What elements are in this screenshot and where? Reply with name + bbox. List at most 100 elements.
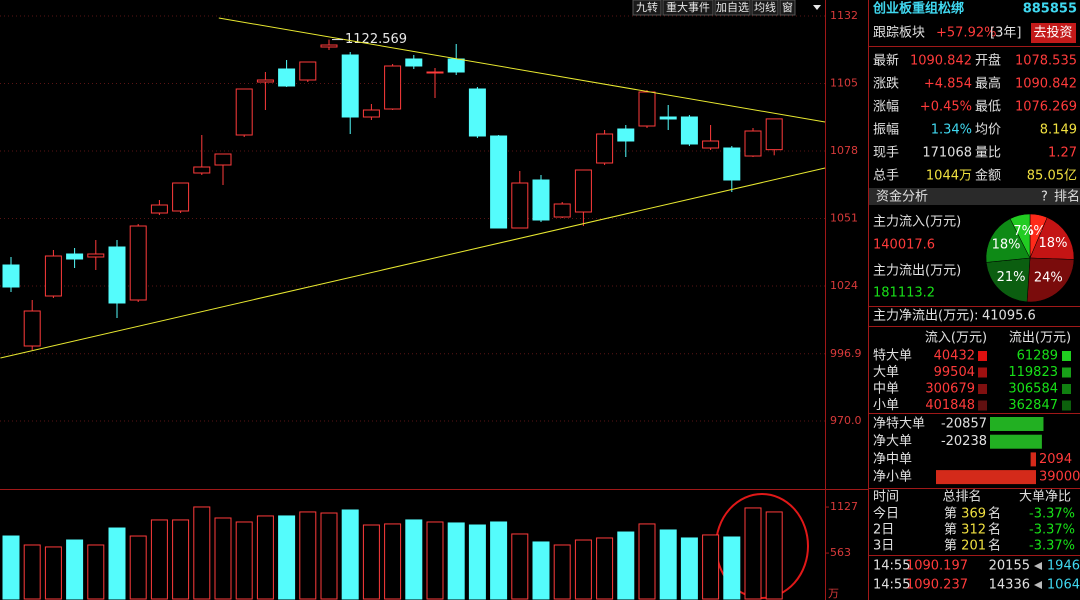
volume-bar: [405, 519, 423, 600]
quote-label: 均价: [975, 123, 1001, 138]
quote-label: 最低: [975, 100, 1001, 115]
net-bar: [990, 417, 1044, 431]
flow-indicator: [1062, 384, 1071, 394]
flow-out: 362847: [1008, 398, 1058, 413]
volume-bar: [172, 519, 190, 600]
invest-button-bg[interactable]: [1031, 23, 1076, 43]
candle-body: [193, 166, 211, 174]
candle-body: [680, 116, 698, 145]
volume-bar: [596, 537, 614, 600]
candle-body: [23, 310, 41, 347]
high-annotation: 1122.569: [345, 32, 407, 47]
volume-bar: [129, 535, 147, 600]
board-code: 885855: [1023, 2, 1077, 17]
candle-body: [447, 58, 465, 73]
volume-bar: [214, 517, 232, 600]
quote-value: +0.45%: [920, 100, 972, 115]
candle-body: [320, 44, 338, 48]
quote-label: 振幅: [873, 123, 899, 138]
toolbar-label[interactable]: 重大事件: [666, 0, 710, 14]
net-label: 净大单: [873, 434, 912, 449]
flow-out: 119823: [1008, 365, 1058, 380]
candle-body: [638, 91, 656, 127]
net-label: 主力净流出(万元):: [873, 309, 979, 324]
pie-label: 21%: [997, 270, 1026, 285]
quote-label: 最高: [975, 76, 1001, 92]
flow-in: 99504: [934, 365, 975, 380]
candle-body: [66, 253, 84, 260]
toolbar-label[interactable]: 九转: [636, 0, 658, 14]
toolbar-button[interactable]: [632, 0, 662, 16]
volume-bar: [299, 511, 317, 600]
volume-bar: [362, 524, 380, 600]
net-value: -20238: [941, 434, 987, 449]
toolbar-button[interactable]: [779, 0, 796, 16]
volume-unit: 万: [828, 587, 839, 600]
candle-body: [659, 116, 677, 120]
toolbar-arrow[interactable]: [813, 5, 821, 10]
toolbar-label[interactable]: 均线: [754, 0, 776, 14]
volume-bar: [23, 544, 41, 600]
help-button[interactable]: ?: [1041, 190, 1048, 205]
flow-out: 306584: [1008, 382, 1058, 397]
volume-bar: [680, 537, 698, 600]
track-value: +57.92%: [936, 26, 996, 41]
volume-bar: [659, 529, 677, 600]
net-label: 净小单: [873, 470, 912, 485]
column-header: 大单净比: [1019, 490, 1071, 505]
candle-body: [511, 182, 529, 229]
net-label: 净特大单: [873, 417, 925, 432]
volume-bar: [532, 541, 550, 600]
toolbar-label[interactable]: 加自选: [716, 1, 749, 14]
flow-in: 401848: [925, 398, 975, 413]
toolbar-label[interactable]: 窗: [782, 0, 793, 14]
outflow-label: 主力流出(万元): [873, 264, 961, 279]
quote-value: 1044万: [926, 169, 972, 184]
tick-time: 14:55: [873, 578, 910, 593]
volume-bar: [574, 539, 592, 600]
invest-button[interactable]: 去投资: [1033, 25, 1072, 41]
rank-button[interactable]: 排名: [1054, 189, 1080, 205]
toolbar-button[interactable]: [662, 0, 714, 16]
pie-label: 18%: [1039, 236, 1068, 251]
volume-bar: [468, 524, 486, 600]
volume-bar: [384, 523, 402, 600]
inflow-value: 140017.6: [873, 238, 935, 253]
toolbar-button[interactable]: [751, 0, 779, 16]
trend-line: [218, 17, 826, 123]
volume-bar: [150, 519, 168, 600]
quote-value: 8.149: [1040, 123, 1077, 138]
candle-body: [574, 169, 592, 213]
flow-label: 小单: [873, 398, 899, 413]
toolbar-button[interactable]: [714, 0, 751, 16]
candle-body: [426, 71, 444, 74]
candle-body: [256, 79, 274, 83]
rank-suffix: 名: [988, 538, 1001, 554]
volume-bar: [235, 521, 253, 600]
y-tick-label: 563: [830, 546, 851, 559]
volume-bar: [765, 511, 783, 600]
y-tick-label: 1132: [830, 9, 858, 22]
flow-indicator: [1062, 400, 1071, 411]
tick-count: 1946: [1047, 559, 1080, 574]
net-bar: [1030, 452, 1036, 467]
flow-indicator: [1062, 367, 1071, 378]
candle-body: [2, 264, 20, 288]
rank-number: 369: [961, 507, 986, 522]
candle-body: [172, 182, 190, 212]
volume-bar: [426, 521, 444, 600]
column-header: 总排名: [942, 489, 981, 505]
column-header: 时间: [873, 490, 899, 505]
funds-title: 资金分析: [876, 189, 928, 205]
tick-price: 1090.197: [906, 559, 968, 574]
quote-value: 1090.842: [1015, 77, 1077, 92]
net-value: 2094: [1039, 452, 1072, 467]
volume-bar: [447, 522, 465, 600]
quote-label: 现手: [873, 146, 899, 161]
candle-body: [278, 68, 296, 87]
board-title: 创业板重组松绑: [872, 1, 964, 17]
rank-prefix: 第: [944, 507, 957, 522]
quote-value: 1.34%: [931, 123, 972, 138]
